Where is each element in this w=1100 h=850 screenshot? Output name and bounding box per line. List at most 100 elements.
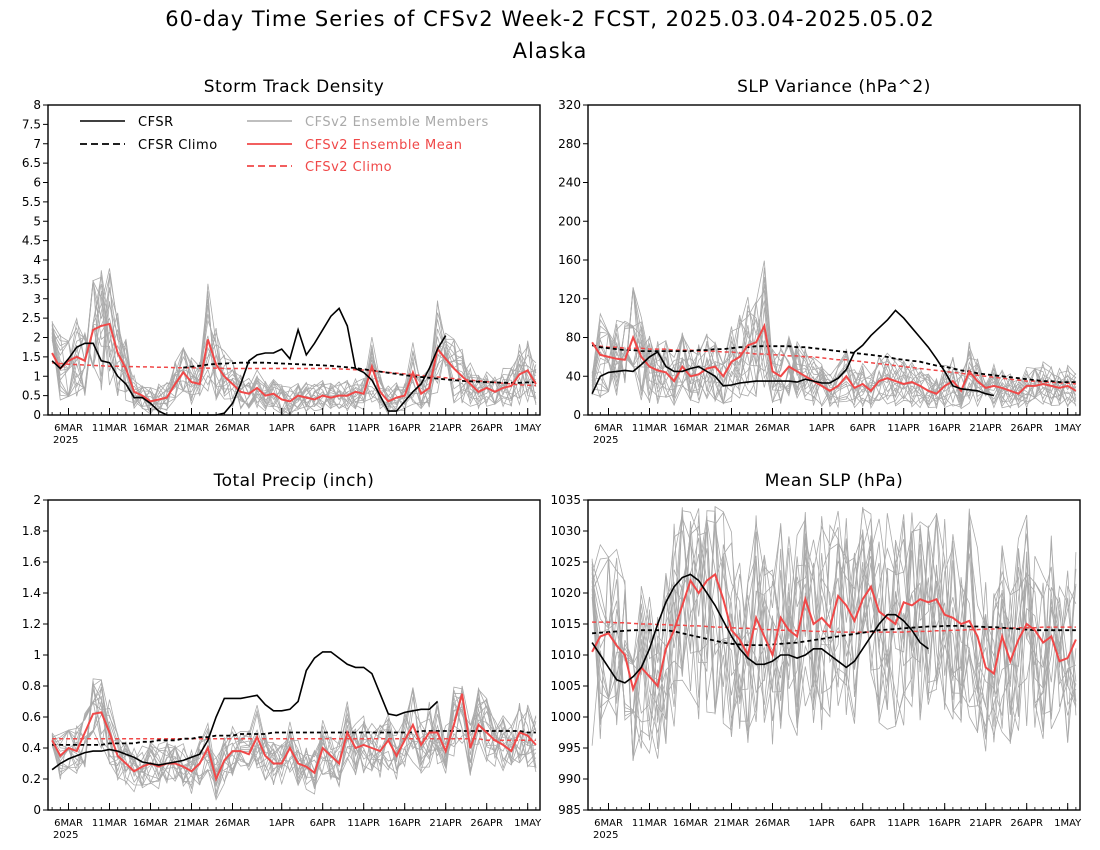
y-tick-label: 6.5 bbox=[22, 156, 41, 170]
ensemble-member-line bbox=[591, 260, 1077, 407]
y-tick-label: 280 bbox=[558, 137, 581, 151]
y-tick-label: 0.6 bbox=[22, 710, 41, 724]
y-tick-label: 2.5 bbox=[22, 311, 41, 325]
series-cfsv2-climo bbox=[592, 621, 1076, 633]
y-tick-label: 3 bbox=[33, 292, 41, 306]
x-tick-label: 11MAR bbox=[92, 818, 127, 829]
series-ensemble-mean bbox=[51, 322, 537, 403]
y-tick-label: 990 bbox=[558, 772, 581, 786]
x-tick-label: 26MAR bbox=[755, 423, 790, 434]
ensemble-member-line bbox=[591, 510, 1077, 743]
y-tick-label: 3.5 bbox=[22, 272, 41, 286]
legend: CFSR CFSR Climo CFSv2 Ensemble Members C… bbox=[80, 115, 488, 175]
series-cfsr-climo bbox=[591, 344, 1076, 383]
x-tick-label: 16APR bbox=[928, 818, 961, 829]
x-tick-label: 1MAY bbox=[1054, 423, 1082, 434]
x-tick-label: 1MAY bbox=[514, 423, 542, 434]
ensemble-member-line bbox=[591, 519, 1077, 759]
x-tick-label: 1APR bbox=[269, 423, 295, 434]
y-tick-label: 7 bbox=[33, 137, 41, 151]
x-tick-label: 11APR bbox=[887, 423, 920, 434]
y-tick-label: 1020 bbox=[550, 586, 581, 600]
ensemble-member-line bbox=[591, 305, 1077, 410]
ensemble-member-line bbox=[591, 289, 1077, 407]
series-ensemble-members bbox=[591, 260, 1077, 410]
x-tick-label: 6APR bbox=[310, 818, 336, 829]
ensemble-member-line bbox=[51, 688, 537, 799]
series-ensemble-mean bbox=[51, 693, 537, 783]
series-cfsv2-climo bbox=[52, 737, 536, 742]
ensemble-member-line bbox=[591, 505, 1077, 755]
x-year-label: 2025 bbox=[593, 830, 618, 841]
y-tick-label: 1015 bbox=[550, 617, 581, 631]
x-tick-label: 6MAR bbox=[54, 423, 83, 434]
panel-storm-track-density: Storm Track Density 0 0.5 1 1.5 2 2.5 3 3.5 4 4.5… bbox=[22, 77, 542, 446]
ensemble-member-line bbox=[51, 268, 537, 416]
y-tick-label: 1.8 bbox=[22, 524, 41, 538]
panel-title: Storm Track Density bbox=[204, 77, 385, 97]
series-ensemble-mean bbox=[591, 572, 1077, 693]
ensemble-member-line bbox=[591, 518, 1077, 746]
x-tick-label: 11APR bbox=[347, 818, 380, 829]
y-tick-label: 320 bbox=[558, 98, 581, 112]
x-tick-label: 6APR bbox=[850, 818, 876, 829]
ensemble-member-line bbox=[51, 679, 537, 801]
ensemble-member-line bbox=[591, 507, 1077, 734]
x-tick-label: 21MAR bbox=[714, 423, 749, 434]
ensemble-member-line bbox=[591, 516, 1077, 762]
y-tick-label: 1010 bbox=[550, 648, 581, 662]
y-tick-label: 2 bbox=[33, 331, 41, 345]
x-tick-label: 6MAR bbox=[594, 818, 623, 829]
y-tick-label: 995 bbox=[558, 741, 581, 755]
ensemble-member-line bbox=[591, 506, 1077, 741]
y-tick-label: 1025 bbox=[550, 555, 581, 569]
x-tick-label: 16MAR bbox=[133, 423, 168, 434]
x-year-label: 2025 bbox=[53, 435, 78, 446]
ensemble-member-line bbox=[51, 292, 537, 412]
ensemble-member-line bbox=[51, 321, 537, 412]
x-tick-label: 16APR bbox=[388, 818, 421, 829]
x-tick-label: 1APR bbox=[269, 818, 295, 829]
x-tick-label: 1MAY bbox=[514, 818, 542, 829]
x-tick-label: 21MAR bbox=[174, 818, 209, 829]
plot-area: 985 990 995 1000 1005 1010 1015 1020 1025 1030 103… bbox=[550, 493, 1082, 841]
ensemble-member-line bbox=[51, 685, 537, 788]
series-cfsr-climo bbox=[183, 361, 536, 384]
ensemble-member-line bbox=[592, 287, 1077, 409]
series-cfsr bbox=[591, 573, 929, 684]
legend-label-cfsr: CFSR bbox=[138, 115, 174, 130]
panel-mean-slp: Mean SLP (hPa) 985 990 995 1000 1005 1010 1015… bbox=[550, 471, 1082, 841]
y-tick-label: 5 bbox=[33, 214, 41, 228]
series-cfsr bbox=[51, 307, 447, 416]
series-cfsv2-climo bbox=[52, 361, 536, 387]
y-tick-label: 2 bbox=[33, 493, 41, 507]
x-tick-label: 16MAR bbox=[673, 818, 708, 829]
ensemble-member-line bbox=[591, 277, 1077, 409]
y-tick-label: 4.5 bbox=[22, 234, 41, 248]
x-tick-label: 21MAR bbox=[174, 423, 209, 434]
x-tick-label: 6MAR bbox=[54, 818, 83, 829]
ensemble-member-line bbox=[591, 515, 1077, 752]
x-tick-label: 6MAR bbox=[594, 423, 623, 434]
x-tick-label: 26APR bbox=[470, 818, 503, 829]
series-cfsv2-climo bbox=[592, 344, 1076, 385]
y-tick-label: 1.5 bbox=[22, 350, 41, 364]
x-tick-label: 11APR bbox=[887, 818, 920, 829]
x-tick-label: 1APR bbox=[809, 423, 835, 434]
x-tick-label: 21APR bbox=[429, 423, 462, 434]
y-tick-label: 5.5 bbox=[22, 195, 41, 209]
x-tick-label: 11MAR bbox=[632, 818, 667, 829]
x-tick-label: 21APR bbox=[969, 818, 1002, 829]
x-tick-label: 26MAR bbox=[215, 423, 250, 434]
x-tick-label: 1APR bbox=[809, 818, 835, 829]
y-tick-label: 240 bbox=[558, 176, 581, 190]
y-tick-label: 0 bbox=[33, 803, 41, 817]
y-tick-label: 985 bbox=[558, 803, 581, 817]
series-ensemble-members bbox=[591, 505, 1077, 762]
x-tick-label: 21APR bbox=[429, 818, 462, 829]
series-cfsr-climo bbox=[52, 730, 536, 746]
y-tick-label: 0.2 bbox=[22, 772, 41, 786]
x-tick-label: 21APR bbox=[969, 423, 1002, 434]
x-tick-label: 11MAR bbox=[632, 423, 667, 434]
